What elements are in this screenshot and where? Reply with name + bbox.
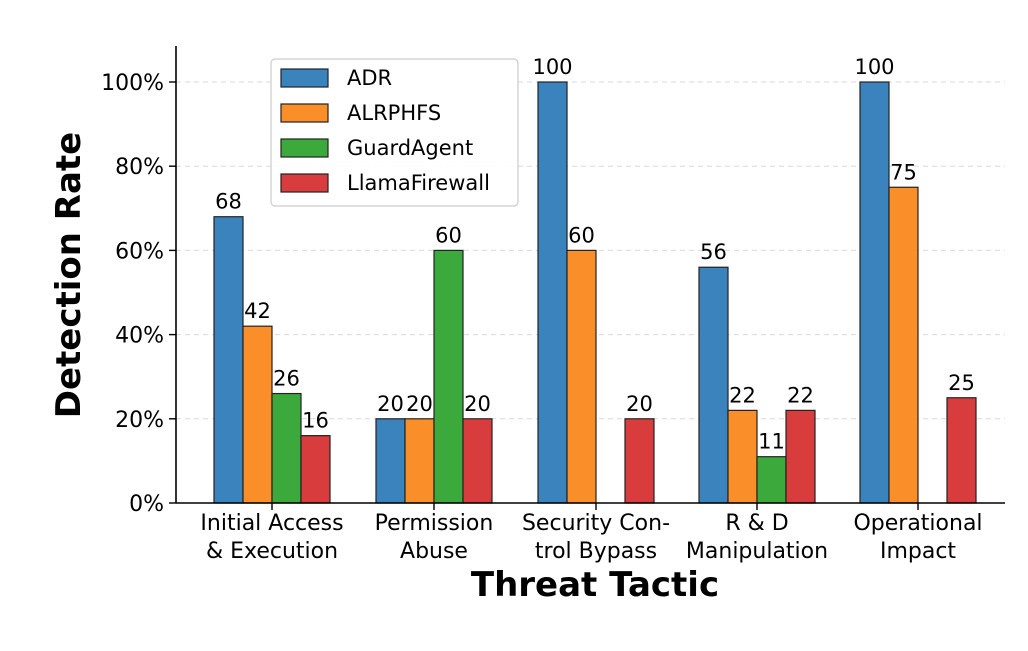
legend-swatch: [280, 173, 329, 193]
data-label: 68: [215, 190, 242, 214]
data-label: 20: [626, 392, 653, 416]
bar: [888, 186, 919, 504]
y-tick-label: 40%: [115, 324, 164, 349]
y-ticks: 0% 20% 40% 60% 80% 100%: [101, 71, 176, 517]
bar: [698, 266, 729, 504]
bar: [242, 325, 273, 504]
legend: ADR ALRPHFS GuardAgent LlamaFirewall: [270, 58, 519, 207]
data-label: 60: [435, 223, 462, 247]
bar: [537, 81, 568, 504]
bar: [213, 216, 244, 504]
bar: [624, 418, 655, 504]
legend-label: LlamaFirewall: [347, 171, 490, 195]
legend-label: ALRPHFS: [347, 101, 441, 125]
y-tick-label: 60%: [115, 239, 164, 264]
data-label: 20: [464, 392, 491, 416]
x-tick-label: Permission: [375, 511, 494, 536]
x-tick-label: Security Con-: [522, 511, 670, 536]
data-label: 26: [273, 367, 300, 391]
data-label: 42: [244, 299, 271, 323]
bars: [213, 81, 977, 504]
y-tick-label: 0%: [129, 492, 164, 517]
bar: [271, 392, 302, 504]
y-tick-label: 80%: [115, 155, 164, 180]
y-tick-label: 100%: [101, 71, 164, 96]
x-tick-label: Operational: [853, 511, 982, 536]
data-label: 20: [377, 392, 404, 416]
legend-label: GuardAgent: [347, 136, 473, 160]
x-tick-label: & Execution: [206, 539, 338, 564]
bar: [462, 418, 493, 504]
bar: [859, 81, 890, 504]
data-label: 100: [854, 55, 894, 79]
data-label: 56: [700, 240, 727, 264]
bar: [727, 409, 758, 504]
bar: [785, 409, 816, 504]
bar: [566, 249, 597, 504]
data-label: 100: [532, 55, 572, 79]
bar: [375, 418, 406, 504]
legend-swatch: [280, 138, 329, 158]
bar: [300, 435, 331, 504]
y-axis-title: Detection Rate: [49, 132, 89, 419]
y-tick-label: 20%: [115, 408, 164, 433]
x-axis-title: Threat Tactic: [471, 565, 719, 605]
data-label: 11: [758, 430, 785, 454]
data-label: 60: [568, 223, 595, 247]
x-tick-label: Impact: [880, 539, 956, 564]
legend-frame: [270, 58, 519, 207]
data-label: 20: [406, 392, 433, 416]
axes: [175, 46, 1005, 504]
x-tick-label: trol Bypass: [535, 539, 657, 564]
data-label: 25: [948, 371, 975, 395]
legend-swatch: [280, 68, 329, 88]
bar: [946, 397, 977, 504]
data-label: 16: [302, 409, 329, 433]
legend-label: ADR: [347, 66, 392, 90]
x-tick-label: Manipulation: [686, 539, 828, 564]
bar: [404, 418, 435, 504]
bar: [433, 249, 464, 504]
x-tick-label: Initial Access: [200, 511, 343, 536]
bar: [756, 456, 787, 504]
x-tick-label: R & D: [725, 511, 788, 536]
data-label: 22: [729, 383, 756, 407]
x-ticks: Initial Access & Execution Permission Abuse…: [200, 503, 983, 564]
data-label: 75: [890, 160, 917, 184]
data-label: 22: [787, 383, 814, 407]
x-tick-label: Abuse: [400, 539, 468, 564]
legend-swatch: [280, 103, 329, 123]
